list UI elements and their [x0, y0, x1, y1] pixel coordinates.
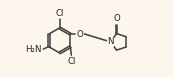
Text: Cl: Cl — [55, 9, 64, 18]
Text: O: O — [77, 30, 84, 39]
Text: N: N — [107, 37, 114, 46]
Text: H₂N: H₂N — [25, 45, 42, 54]
Text: O: O — [113, 14, 120, 23]
Text: Cl: Cl — [67, 57, 76, 66]
